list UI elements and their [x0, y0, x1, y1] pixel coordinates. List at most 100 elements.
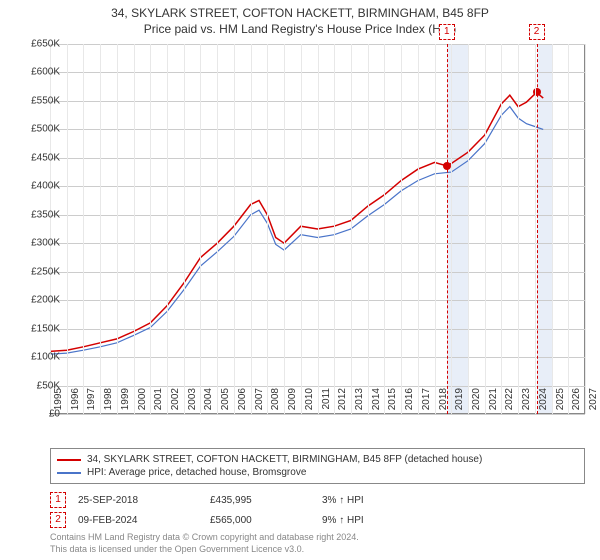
footer: Contains HM Land Registry data © Crown c…	[50, 532, 359, 555]
sale-row: 125-SEP-2018£435,9953% ↑ HPI	[50, 490, 585, 510]
x-axis-label: 2008	[270, 388, 281, 418]
x-gridline	[150, 44, 151, 414]
sale-diff: 9% ↑ HPI	[322, 515, 585, 526]
x-axis-label: 2025	[555, 388, 566, 418]
legend: 34, SKYLARK STREET, COFTON HACKETT, BIRM…	[50, 448, 585, 484]
y-axis-label: £350K	[15, 209, 60, 220]
y-axis-label: £600K	[15, 67, 60, 78]
x-axis-label: 2013	[354, 388, 365, 418]
x-gridline	[585, 44, 586, 414]
x-axis-label: 2000	[137, 388, 148, 418]
y-axis-label: £300K	[15, 238, 60, 249]
x-axis-label: 2016	[404, 388, 415, 418]
x-gridline	[351, 44, 352, 414]
x-axis-label: 2009	[287, 388, 298, 418]
x-axis-label: 2019	[454, 388, 465, 418]
x-gridline	[200, 44, 201, 414]
x-axis-label: 2022	[504, 388, 515, 418]
x-gridline	[418, 44, 419, 414]
chart-subtitle: Price paid vs. HM Land Registry's House …	[0, 20, 600, 40]
x-gridline	[117, 44, 118, 414]
x-axis-label: 2020	[471, 388, 482, 418]
x-gridline	[100, 44, 101, 414]
y-axis-label: £500K	[15, 124, 60, 135]
y-axis-label: £100K	[15, 352, 60, 363]
x-gridline	[535, 44, 536, 414]
y-axis-label: £400K	[15, 181, 60, 192]
x-gridline	[368, 44, 369, 414]
legend-item: 34, SKYLARK STREET, COFTON HACKETT, BIRM…	[57, 453, 578, 466]
legend-label: HPI: Average price, detached house, Brom…	[87, 467, 306, 478]
x-gridline	[435, 44, 436, 414]
x-axis-label: 2012	[337, 388, 348, 418]
x-axis-label: 2010	[304, 388, 315, 418]
x-gridline	[251, 44, 252, 414]
chart-container: 34, SKYLARK STREET, COFTON HACKETT, BIRM…	[0, 0, 600, 560]
x-axis-label: 1998	[103, 388, 114, 418]
sale-diff: 3% ↑ HPI	[322, 495, 585, 506]
x-axis-label: 2018	[438, 388, 449, 418]
marker-dot	[443, 162, 451, 170]
x-axis-label: 2024	[538, 388, 549, 418]
legend-item: HPI: Average price, detached house, Brom…	[57, 466, 578, 479]
x-gridline	[301, 44, 302, 414]
y-axis-label: £0	[15, 409, 60, 420]
sales-table: 125-SEP-2018£435,9953% ↑ HPI 2 09-FEB-2024…	[50, 490, 585, 530]
sale-price: £565,000	[210, 515, 310, 526]
x-axis-label: 2015	[387, 388, 398, 418]
x-gridline	[518, 44, 519, 414]
x-gridline	[284, 44, 285, 414]
x-axis-label: 1996	[70, 388, 81, 418]
x-axis-label: 2003	[187, 388, 198, 418]
legend-swatch	[57, 472, 81, 474]
x-gridline	[384, 44, 385, 414]
x-axis-label: 2004	[203, 388, 214, 418]
marker-line	[447, 44, 448, 414]
series-line	[50, 92, 543, 351]
x-axis-label: 2002	[170, 388, 181, 418]
x-axis-label: 2011	[321, 388, 332, 418]
x-gridline	[234, 44, 235, 414]
x-gridline	[334, 44, 335, 414]
sale-date: 25-SEP-2018	[78, 495, 198, 506]
x-gridline	[134, 44, 135, 414]
x-gridline	[501, 44, 502, 414]
x-gridline	[184, 44, 185, 414]
x-axis-label: 2026	[571, 388, 582, 418]
chart-title: 34, SKYLARK STREET, COFTON HACKETT, BIRM…	[0, 0, 600, 20]
sale-index: 2	[50, 512, 66, 528]
legend-swatch	[57, 459, 81, 461]
x-gridline	[217, 44, 218, 414]
x-axis-label: 2027	[588, 388, 599, 418]
x-axis-label: 2023	[521, 388, 532, 418]
x-axis-label: 2007	[254, 388, 265, 418]
y-axis-label: £200K	[15, 295, 60, 306]
x-axis-label: 2021	[488, 388, 499, 418]
x-gridline	[401, 44, 402, 414]
x-gridline	[485, 44, 486, 414]
x-axis-label: 1997	[86, 388, 97, 418]
marker-dot	[533, 88, 541, 96]
x-gridline	[552, 44, 553, 414]
marker-label: 2	[529, 24, 545, 40]
x-axis-label: 2001	[153, 388, 164, 418]
footer-line2: This data is licensed under the Open Gov…	[50, 544, 359, 556]
x-axis-label: 2005	[220, 388, 231, 418]
y-axis-label: £150K	[15, 323, 60, 334]
chart-area: 12 1995199619971998199920002001200220032…	[50, 44, 585, 414]
y-axis-label: £250K	[15, 266, 60, 277]
sale-row: 2 09-FEB-2024 £565,000 9% ↑ HPI	[50, 510, 585, 530]
x-gridline	[451, 44, 452, 414]
x-axis-label: 2014	[371, 388, 382, 418]
x-axis-label: 2006	[237, 388, 248, 418]
marker-line	[537, 44, 538, 414]
sale-date: 09-FEB-2024	[78, 515, 198, 526]
x-gridline	[267, 44, 268, 414]
x-gridline	[468, 44, 469, 414]
y-axis-label: £550K	[15, 95, 60, 106]
y-axis-label: £650K	[15, 39, 60, 50]
footer-line1: Contains HM Land Registry data © Crown c…	[50, 532, 359, 544]
x-gridline	[568, 44, 569, 414]
x-gridline	[67, 44, 68, 414]
y-axis-label: £450K	[15, 152, 60, 163]
